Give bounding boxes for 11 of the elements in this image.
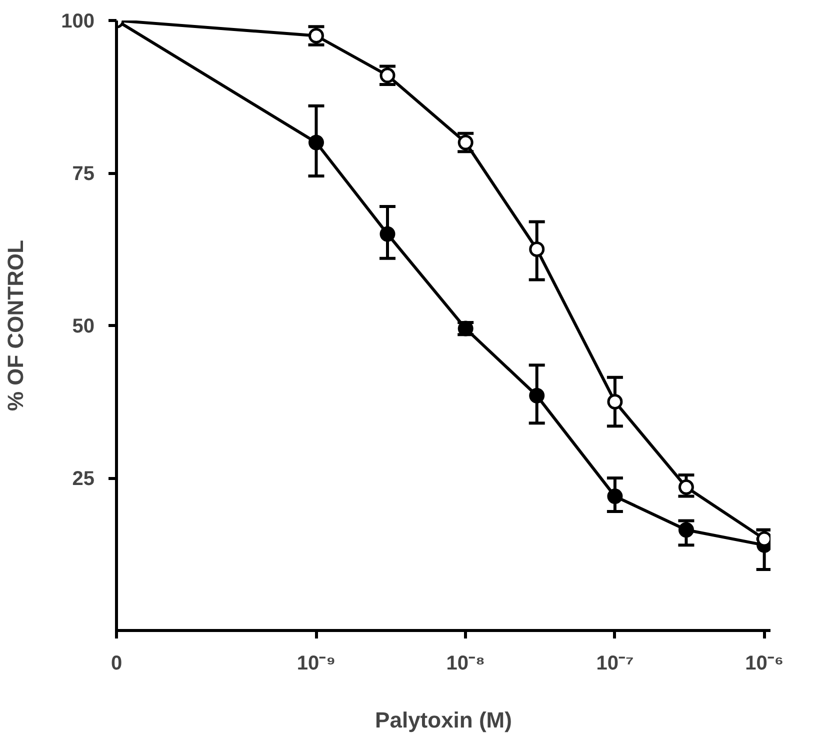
- y-tick-label: 75: [72, 163, 95, 185]
- y-tick-label: 25: [72, 468, 95, 490]
- x-tick-label: 10⁻⁸: [446, 652, 485, 674]
- y-tick-label: 50: [72, 316, 95, 338]
- y-tick-label: 100: [61, 10, 95, 32]
- y-axis-title: % OF CONTROL: [3, 240, 28, 412]
- x-tick-label: 10⁻⁷: [596, 652, 634, 674]
- x-tick-label: 0: [110, 652, 122, 674]
- x-tick-label: 10⁻⁹: [296, 652, 336, 674]
- x-axis-title: Palytoxin (M): [375, 708, 512, 732]
- x-tick-label: 10⁻⁶: [745, 652, 784, 674]
